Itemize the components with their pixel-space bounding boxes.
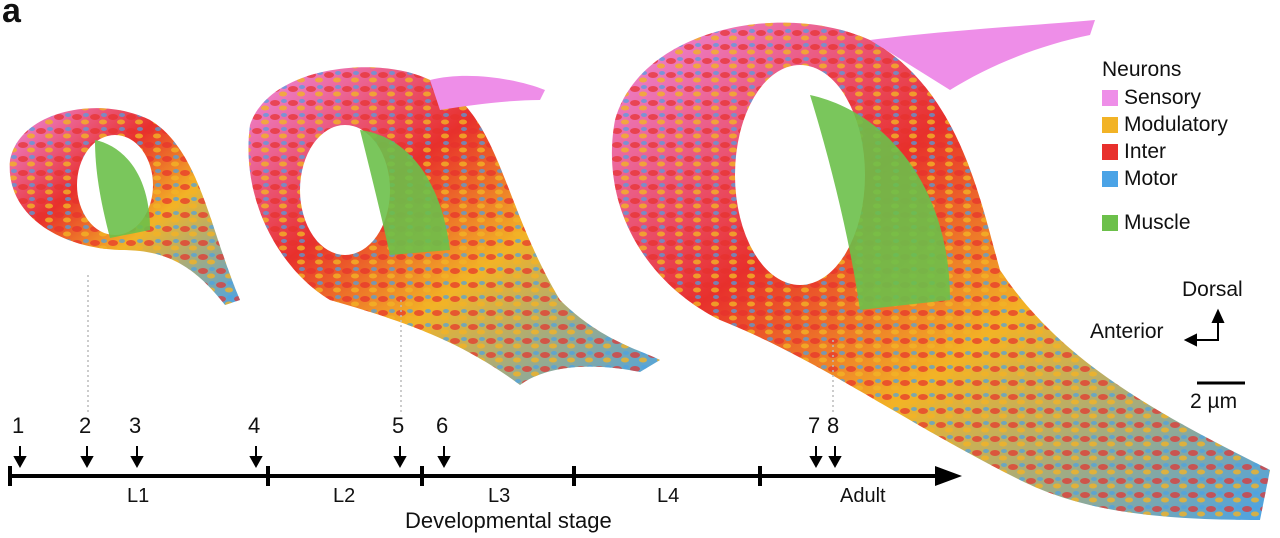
scale-bar-label: 2 µm [1190,390,1238,413]
legend-item-motor: Motor [1102,166,1178,192]
legend-label: Motor [1124,167,1178,190]
dataset-number-6: 6 [436,413,449,438]
orientation-arrows [1183,308,1225,347]
dataset-arrow-5 [393,446,407,469]
legend-item-modulatory: Modulatory [1102,112,1228,138]
legend-item-sensory: Sensory [1102,85,1201,111]
dataset-arrows [13,446,842,469]
legend-swatch [1102,215,1118,231]
brain-rendering-1 [9,108,240,305]
dataset-number-4: 4 [248,413,261,438]
anterior-label: Anterior [1090,320,1164,343]
legend-swatch [1102,144,1118,160]
dataset-arrow-2 [80,446,94,469]
dataset-arrow-7 [809,446,823,469]
dataset-arrow-1 [13,446,27,469]
panel-label: a [2,0,21,30]
dataset-arrow-6 [437,446,451,469]
timeline-axis [8,466,962,486]
stage-label-l1: L1 [127,485,150,507]
legend-title: Neurons [1102,58,1182,81]
dataset-arrow-8 [828,446,842,469]
dorsal-label: Dorsal [1182,278,1243,301]
dataset-number-8: 8 [827,413,840,438]
dorsal-arrow-icon [1211,308,1225,323]
legend-label: Sensory [1124,86,1202,109]
dataset-number-3: 3 [129,413,142,438]
legend-swatch [1102,171,1118,187]
dataset-number-5: 5 [392,413,405,438]
stage-label-l4: L4 [657,485,680,507]
legend-label: Modulatory [1124,113,1228,136]
stage-label-l3: L3 [488,485,511,507]
brain-rendering-2 [248,67,660,385]
dataset-number-7: 7 [808,413,821,438]
stage-label-adult: Adult [840,485,886,507]
legend-label: Inter [1124,140,1167,163]
legend-label: Muscle [1124,211,1191,234]
anterior-arrow-icon [1183,333,1197,347]
legend-item-muscle: Muscle [1102,210,1191,236]
legend-item-inter: Inter [1102,139,1166,165]
dataset-arrow-4 [249,446,263,469]
dataset-number-2: 2 [79,413,92,438]
dataset-arrow-3 [130,446,144,469]
brain-rendering-3 [611,20,1270,521]
stage-label-l2: L2 [333,485,356,507]
legend-swatch [1102,117,1118,133]
axis-arrowhead [935,466,962,486]
axis-title: Developmental stage [405,508,612,533]
dataset-number-1: 1 [12,413,25,438]
legend-swatch [1102,90,1118,106]
